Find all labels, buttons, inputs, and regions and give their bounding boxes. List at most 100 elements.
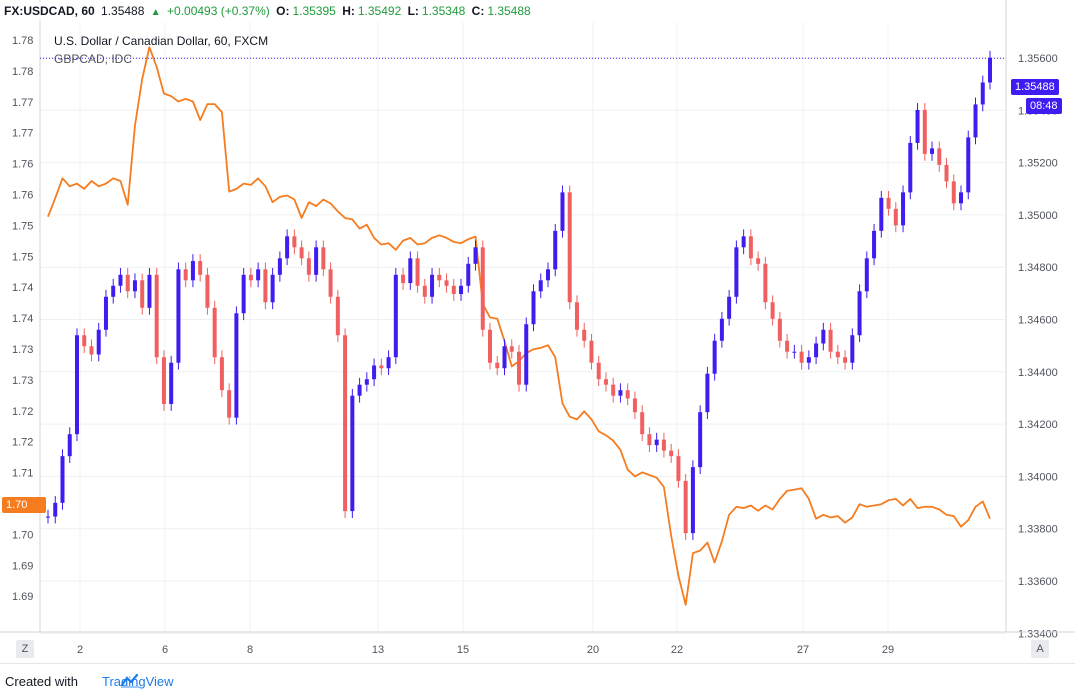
- candle-body: [741, 236, 746, 248]
- candle-body: [502, 346, 507, 369]
- high-label: H:: [342, 4, 355, 18]
- candle-body: [814, 343, 819, 358]
- candle-body: [451, 285, 456, 295]
- candle-body: [698, 412, 703, 468]
- price-change: +0.00493 (+0.37%): [167, 4, 270, 18]
- candle-body: [169, 362, 174, 404]
- open-value: 1.35395: [292, 4, 336, 18]
- candle-body: [190, 261, 195, 281]
- candle-body: [263, 269, 268, 303]
- candle-body: [67, 434, 72, 457]
- left-axis-tick-label: 1.77: [12, 128, 33, 140]
- low-value: 1.35348: [421, 4, 466, 18]
- main-series-legend[interactable]: U.S. Dollar / Canadian Dollar, 60, FXCM: [54, 34, 269, 48]
- high-value: 1.35492: [357, 4, 402, 18]
- candle-body: [82, 335, 87, 347]
- left-price-badge: 1.70: [2, 497, 46, 513]
- candle-body: [567, 192, 572, 303]
- x-axis-tick-label: 27: [797, 644, 809, 656]
- countdown-badge: 08:48: [1026, 98, 1062, 114]
- candle-body: [212, 307, 217, 358]
- candle-body: [632, 398, 637, 413]
- chart-area[interactable]: 1.356001.354001.352001.350001.348001.346…: [0, 0, 1075, 663]
- left-axis-tick-label: 1.74: [12, 313, 33, 325]
- candle-body: [611, 384, 616, 396]
- candle-body: [285, 236, 290, 259]
- candle-body: [350, 395, 355, 512]
- created-with-label: Created with: [5, 674, 78, 689]
- candle-body: [835, 351, 840, 358]
- candle-body: [669, 450, 674, 457]
- candle-body: [466, 263, 471, 286]
- candle-body: [183, 269, 188, 281]
- last-price: 1.35488: [101, 4, 145, 18]
- candle-body: [574, 302, 579, 330]
- candle-body: [756, 258, 761, 264]
- left-axis-tick-label: 1.78: [12, 66, 33, 78]
- candle-body: [596, 362, 601, 380]
- right-price-badge: 1.35488: [1011, 79, 1059, 95]
- candle-body: [430, 274, 435, 297]
- candle-body: [415, 258, 420, 286]
- candle-body: [393, 274, 398, 358]
- candle-body: [517, 351, 521, 385]
- candle-body: [176, 269, 181, 363]
- candle-body: [625, 390, 630, 399]
- candle-body: [676, 456, 681, 481]
- candle-body: [792, 351, 797, 353]
- x-axis-tick-label: 2: [77, 644, 83, 656]
- candle-body: [683, 480, 688, 534]
- candle-body: [777, 318, 782, 341]
- candle-body: [879, 197, 884, 231]
- candle-body: [321, 247, 326, 270]
- right-axis-tick-label: 1.35000: [1018, 210, 1058, 222]
- candle-body: [857, 291, 862, 336]
- right-axis-tick-label: 1.33800: [1018, 524, 1058, 536]
- candle-body: [473, 247, 478, 264]
- candle-body: [495, 362, 500, 369]
- right-axis-tick-label: 1.34400: [1018, 367, 1058, 379]
- right-axis-tick-label: 1.35200: [1018, 158, 1058, 170]
- candle-body: [306, 258, 311, 275]
- tradingview-brand-link[interactable]: TradingView: [102, 674, 174, 689]
- close-label: C:: [471, 4, 485, 18]
- x-axis-tick-label: 29: [882, 644, 894, 656]
- right-axis-tick-label: 1.33400: [1018, 628, 1058, 640]
- candle-body: [343, 335, 348, 512]
- candle-body: [988, 57, 992, 83]
- candle-body: [96, 329, 101, 355]
- candle-body: [647, 434, 652, 446]
- candle-body: [248, 274, 253, 281]
- candle-body: [705, 373, 710, 413]
- candle-body: [661, 439, 666, 451]
- left-axis-tick-label: 1.77: [12, 97, 33, 109]
- candle-body: [973, 104, 978, 138]
- candle-body: [46, 516, 50, 518]
- chart-canvas[interactable]: 1.356001.354001.352001.350001.348001.346…: [0, 0, 1075, 663]
- candle-body: [763, 263, 768, 303]
- left-axis-tick-label: 1.75: [12, 251, 33, 263]
- candle-body: [618, 390, 623, 396]
- candle-body: [53, 502, 58, 517]
- candle-body: [314, 247, 319, 275]
- right-axis-tick-label: 1.34000: [1018, 471, 1058, 483]
- candle-body: [205, 274, 210, 308]
- candle-body: [234, 313, 239, 418]
- candle-body: [509, 346, 514, 352]
- left-axis-tick-label: 1.73: [12, 375, 33, 387]
- symbol-label[interactable]: FX:USDCAD, 60: [4, 4, 95, 18]
- candle-body: [770, 302, 775, 319]
- candle-body: [241, 274, 246, 314]
- auto-scale-toggle-button[interactable]: A: [1031, 640, 1049, 658]
- left-axis-tick-label: 1.72: [12, 437, 33, 449]
- x-axis-tick-label: 8: [247, 644, 253, 656]
- right-axis-tick-label: 1.34800: [1018, 262, 1058, 274]
- compare-series-legend[interactable]: GBPCAD, IDC: [54, 52, 133, 66]
- candle-body: [524, 324, 529, 385]
- candle-body: [227, 390, 232, 418]
- footer: Created with TradingView: [0, 663, 1075, 695]
- candle-body: [944, 164, 949, 182]
- log-scale-toggle-button[interactable]: Z: [16, 640, 34, 658]
- candle-body: [690, 467, 695, 534]
- x-axis-tick-label: 6: [162, 644, 168, 656]
